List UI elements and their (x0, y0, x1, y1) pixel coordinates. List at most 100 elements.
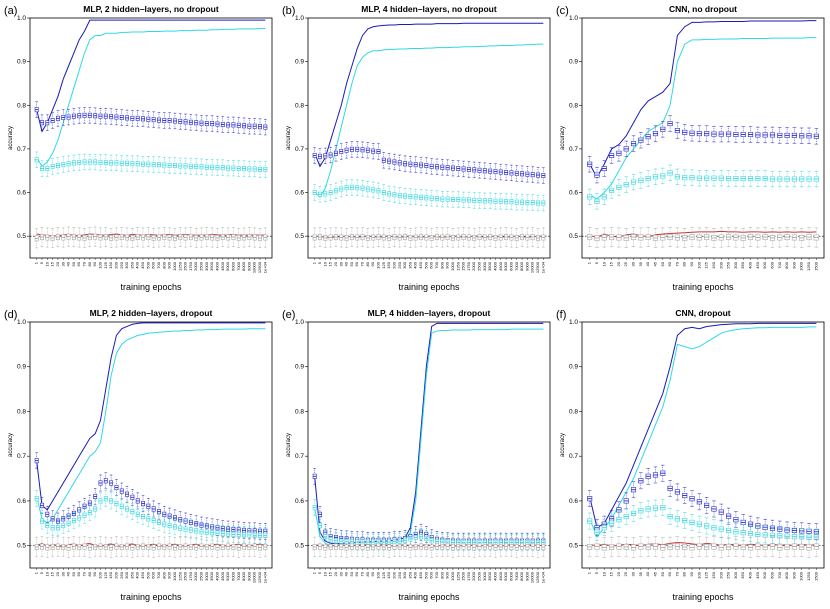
series-line (36, 19, 266, 133)
y-tick-label: 0.8 (569, 408, 578, 415)
box-mark (157, 536, 161, 557)
x-tick-label: 450 (140, 261, 145, 268)
box-mark (61, 517, 66, 534)
x-tick-label: 50 (71, 261, 76, 266)
box-mark (424, 536, 429, 558)
box-mark (130, 155, 135, 172)
box-mark (587, 536, 593, 558)
box-mark (252, 227, 257, 248)
x-tick-label: 700 (434, 261, 439, 268)
x-tick-label: 90 (370, 571, 375, 576)
x-tick-label: 15 (609, 261, 614, 266)
box-mark (413, 156, 418, 173)
x-tick-label: 1e+04 (262, 261, 267, 273)
box-mark (376, 536, 381, 557)
box-mark (630, 135, 637, 152)
x-tick-label: 200 (718, 261, 723, 268)
x-tick-label: 350 (129, 571, 134, 578)
x-tick-label: 150 (108, 571, 113, 578)
x-tick-label: 800 (161, 571, 166, 578)
x-tick-label: 4500 (220, 261, 225, 271)
y-tick-label: 0.5 (569, 543, 578, 550)
x-tick-label: 5 (39, 571, 44, 574)
box-mark (103, 108, 108, 125)
panel-title: MLP, 4 hidden–layers, dropout (368, 308, 491, 318)
box-mark (360, 227, 365, 247)
box-mark (682, 169, 688, 186)
box-mark (40, 497, 44, 514)
box-mark (594, 193, 600, 210)
box-mark (733, 511, 739, 528)
box-mark (488, 536, 493, 557)
box-mark (711, 228, 717, 248)
series-line (36, 27, 266, 168)
box-mark (403, 536, 408, 557)
x-tick-label: 250 (397, 261, 402, 268)
x-tick-label: 12500 (535, 261, 540, 273)
box-mark (718, 125, 724, 143)
x-tick-label: 20 (616, 261, 621, 266)
box-mark (210, 159, 215, 176)
box-mark (77, 154, 82, 171)
box-mark (172, 537, 177, 558)
x-tick-label: 5000 (503, 261, 508, 271)
box-mark (682, 536, 688, 558)
box-mark (392, 536, 397, 557)
box-mark (146, 111, 151, 128)
box-mark (392, 227, 397, 247)
box-mark (210, 227, 215, 248)
box-mark (726, 507, 732, 525)
plot-frame (581, 321, 825, 569)
box-mark (109, 537, 114, 558)
box-mark (609, 147, 615, 164)
x-tick-label: 50 (349, 261, 354, 266)
x-tick-label: 900 (167, 571, 172, 578)
box-mark (360, 536, 365, 557)
x-tick-label: 500 (145, 261, 150, 268)
x-tick-label: 2500 (199, 571, 204, 581)
x-tick-label: 90 (689, 261, 694, 266)
x-tick-label: 1000 (172, 571, 177, 581)
box-mark (813, 128, 819, 145)
box-mark (87, 107, 92, 124)
x-tick-label: 6000 (230, 261, 235, 271)
box-mark (199, 115, 204, 132)
box-mark (689, 227, 695, 247)
box-mark (242, 160, 247, 177)
x-tick-label: 900 (445, 261, 450, 268)
box-mark (740, 228, 746, 248)
box-mark (365, 142, 370, 159)
panel-tag: (d) (4, 309, 17, 321)
box-mark (45, 537, 50, 558)
box-mark (130, 489, 135, 506)
y-tick-label: 0.8 (17, 408, 26, 415)
series-line (314, 43, 544, 198)
series-line (589, 230, 817, 239)
box-mark (71, 536, 76, 557)
x-tick-label: 80 (87, 261, 92, 266)
y-axis-label: accuracy (560, 126, 566, 150)
x-tick-label: 1750 (466, 261, 471, 271)
box-mark (514, 537, 519, 558)
box-mark (777, 227, 783, 248)
box-mark (660, 121, 666, 138)
box-mark (689, 514, 695, 531)
box-mark (77, 536, 82, 558)
box-mark (456, 160, 461, 177)
box-mark (609, 227, 615, 247)
box-mark (34, 536, 39, 558)
box-mark (601, 188, 607, 206)
x-tick-label: 350 (407, 261, 412, 268)
x-tick-label: 350 (740, 261, 745, 268)
x-tick-label: 20 (55, 261, 60, 266)
box-mark (55, 519, 60, 537)
y-axis-label: accuracy (8, 433, 14, 457)
box-mark (103, 490, 108, 507)
y-tick-label: 0.9 (295, 364, 304, 371)
x-tick-label: 125 (704, 571, 709, 578)
y-tick-label: 0.6 (17, 498, 26, 505)
box-mark (172, 228, 177, 248)
y-tick-label: 0.5 (295, 543, 304, 550)
box-mark (236, 117, 241, 134)
box-mark (188, 521, 193, 539)
